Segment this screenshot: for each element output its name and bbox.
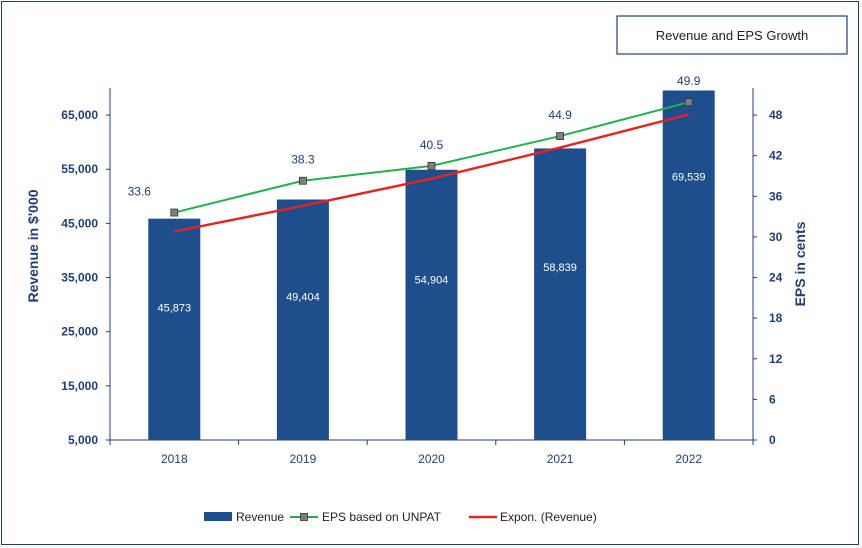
eps-marker: [684, 98, 693, 107]
y-tick-label: 15,000: [61, 379, 98, 393]
revenue-data-label: 45,873: [157, 303, 191, 315]
x-tick-label: 2020: [418, 452, 445, 466]
legend-label-revenue: Revenue: [236, 510, 284, 524]
y2-tick-label: 18: [769, 311, 783, 325]
y2-tick-label: 36: [769, 189, 783, 203]
eps-data-label: 49.9: [677, 74, 701, 88]
eps-marker: [556, 132, 564, 140]
revenue-data-label: 69,539: [672, 171, 706, 183]
legend: Revenue EPS based on UNPAT Expon. (Revenue…: [204, 510, 597, 524]
x-tick-label: 2018: [161, 452, 188, 466]
chart-title: Revenue and EPS Growth: [656, 28, 808, 43]
eps-marker: [427, 161, 436, 170]
y-tick-label: 35,000: [61, 271, 98, 285]
revenue-bar: [662, 90, 715, 440]
y-tick-label: 65,000: [61, 108, 98, 122]
revenue-trendline: [174, 113, 689, 233]
y2-tick-label: 42: [769, 149, 783, 163]
y2-tick-label: 12: [769, 352, 783, 366]
y-tick-label: 5,000: [68, 433, 98, 447]
eps-data-label: 38.3: [291, 153, 315, 167]
x-tick-label: 2022: [675, 452, 702, 466]
revenue-data-label: 49,404: [286, 292, 320, 304]
y-tick-label: 55,000: [61, 162, 98, 176]
revenue-bars: 45,873 49,404 54,904 58,839 69,539: [148, 90, 715, 440]
eps-data-label: 44.9: [548, 108, 572, 122]
revenue-bar: [405, 169, 458, 440]
revenue-data-label: 54,904: [415, 274, 449, 286]
y2-tick-label: 0: [769, 433, 776, 447]
y2-tick-label: 48: [769, 108, 783, 122]
eps-line-layer: 33.6 38.3 40.5 44.9 49.9: [128, 74, 701, 217]
revenue-data-label: 58,839: [543, 262, 577, 274]
x-tick-label: 2019: [290, 452, 317, 466]
y-tick-label: 45,000: [61, 216, 98, 230]
revenue-bar: [276, 199, 329, 440]
revenue-bar: [148, 218, 201, 440]
eps-data-label: 33.6: [128, 185, 152, 199]
legend-marker-eps: [300, 513, 308, 521]
legend-swatch-revenue: [204, 512, 232, 521]
y2-tick-label: 24: [769, 271, 783, 285]
trendline-layer: [174, 113, 689, 233]
y-axis-title: Revenue in $'000: [25, 189, 41, 302]
legend-label-trendline: Expon. (Revenue): [500, 510, 597, 524]
eps-data-label: 40.5: [420, 138, 444, 152]
eps-marker: [170, 208, 179, 217]
y2-tick-label: 30: [769, 230, 783, 244]
revenue-bar: [534, 148, 587, 440]
x-tick-label: 2021: [547, 452, 574, 466]
y2-tick-label: 6: [769, 392, 776, 406]
legend-label-eps: EPS based on UNPAT: [322, 510, 442, 524]
chart-title-box: [616, 15, 848, 55]
y2-axis-title: EPS in cents: [792, 221, 808, 306]
y-tick-label: 25,000: [61, 325, 98, 339]
eps-marker: [298, 176, 307, 185]
